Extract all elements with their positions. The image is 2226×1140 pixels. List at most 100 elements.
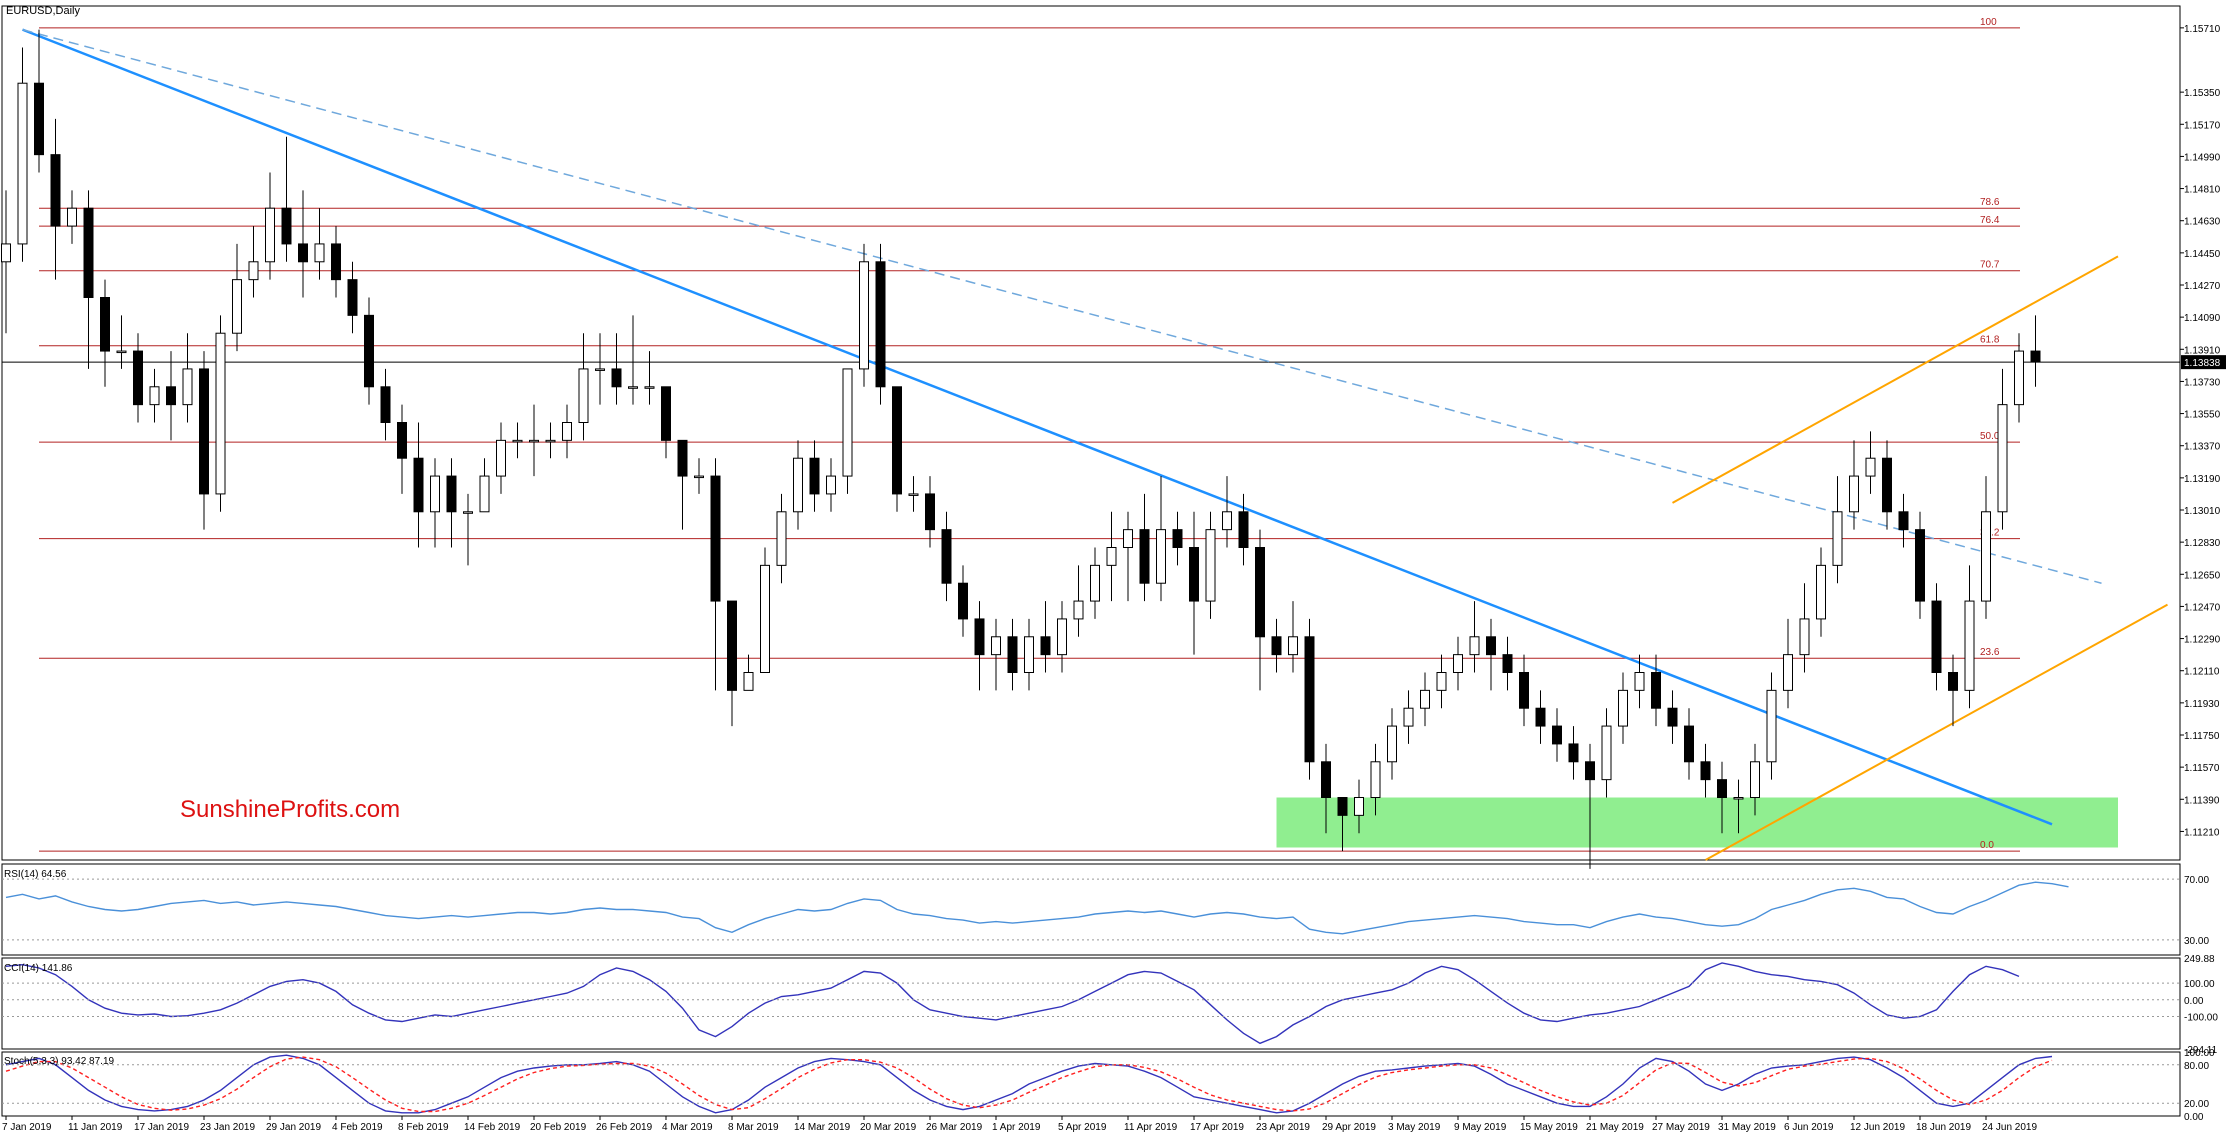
candle-bearish: [166, 386, 176, 406]
candle-bearish: [1535, 707, 1546, 727]
price-tick-label: 1.15170: [2184, 120, 2221, 131]
price-tick-label: 1.11750: [2184, 731, 2220, 742]
candle-bearish: [380, 386, 391, 423]
candle-bullish: [1370, 761, 1381, 798]
date-tick-label: 26 Feb 2019: [596, 1122, 653, 1133]
date-tick-label: 20 Feb 2019: [530, 1122, 587, 1133]
date-tick-label: 3 May 2019: [1388, 1122, 1441, 1133]
date-tick-label: 1 Apr 2019: [992, 1122, 1041, 1133]
date-tick-label: 4 Mar 2019: [662, 1122, 713, 1133]
dashed-downtrend-line: [22, 28, 2102, 584]
date-tick-label: 4 Feb 2019: [332, 1122, 383, 1133]
cci-title: CCI(14) 141.86: [4, 963, 73, 974]
candle-bearish: [1948, 672, 1958, 691]
candle-bullish: [694, 475, 704, 479]
date-tick-label: 5 Apr 2019: [1058, 1122, 1107, 1133]
date-tick-label: 24 Jun 2019: [1982, 1122, 2037, 1133]
date-tick-label: 18 Jun 2019: [1916, 1122, 1971, 1133]
candle-bullish: [1618, 689, 1628, 727]
fib-level-label: 70.7: [1980, 260, 2000, 271]
candle-bearish: [1337, 797, 1348, 816]
candle-bearish: [1882, 457, 1892, 513]
fib-level-label: 50.0: [1980, 431, 2000, 442]
candle-bearish: [1189, 547, 1199, 602]
candle-bullish: [1156, 529, 1166, 584]
candle-bullish: [1073, 600, 1084, 620]
candle-bearish: [1898, 511, 1909, 531]
candle-bearish: [397, 422, 407, 459]
candle-bearish: [727, 600, 737, 691]
candle-bearish: [199, 368, 209, 495]
candle-bearish: [298, 243, 308, 263]
candle-bearish: [958, 582, 968, 620]
rsi-title: RSI(14) 64.56: [4, 869, 67, 880]
candle-bearish: [925, 493, 935, 531]
price-tick-label: 1.13370: [2184, 442, 2221, 453]
candle-bullish: [1997, 404, 2008, 513]
stoch-title: Stoch(5,3,3) 93.42 87.19: [4, 1056, 115, 1067]
candle-bullish: [1469, 636, 1480, 656]
candle-bearish: [892, 386, 902, 495]
price-tick-label: 1.11930: [2184, 699, 2220, 710]
candle-bearish: [133, 350, 143, 406]
candle-bearish: [1519, 672, 1529, 709]
candle-bullish: [248, 261, 259, 281]
date-tick-label: 11 Apr 2019: [1124, 1122, 1178, 1133]
candle-bullish: [793, 457, 803, 513]
candle-bearish: [1931, 600, 1942, 673]
candle-bearish: [1238, 511, 1249, 548]
candle-bullish: [1733, 797, 1744, 800]
candle-bearish: [710, 475, 721, 602]
candle-bullish: [1436, 672, 1447, 691]
candle-bullish: [17, 82, 28, 245]
price-tick-label: 1.12650: [2184, 570, 2221, 581]
price-tick-label: 1.13010: [2184, 506, 2221, 517]
channel-upper-line: [1672, 255, 2119, 504]
price-tick-label: 1.13730: [2184, 377, 2221, 388]
cci-tick-label: 249.88: [2184, 954, 2215, 965]
rsi-line: [5, 881, 2069, 935]
date-tick-label: 20 Mar 2019: [860, 1122, 917, 1133]
candle-bullish: [1403, 707, 1414, 727]
candle-bearish: [331, 243, 341, 281]
price-tick-label: 1.13190: [2184, 474, 2221, 485]
candle-bullish: [430, 475, 440, 513]
stoch-tick-label: 20.00: [2184, 1099, 2209, 1110]
candle-bullish: [1057, 618, 1067, 656]
date-tick-label: 14 Mar 2019: [794, 1122, 851, 1133]
candle-bullish: [512, 439, 523, 443]
candle-bearish: [100, 297, 110, 352]
chart-title: EURUSD,Daily: [6, 5, 80, 17]
candle-bullish: [182, 368, 193, 406]
date-tick-label: 21 May 2019: [1586, 1122, 1644, 1133]
stoch-main-line: [5, 1054, 2053, 1114]
candle-bearish: [34, 82, 44, 156]
fib-level-label: 0.0: [1980, 840, 1994, 851]
price-tick-label: 1.14090: [2184, 313, 2221, 324]
candle-bearish: [1255, 547, 1265, 638]
date-tick-label: 7 Jan 2019: [2, 1122, 52, 1133]
date-tick-label: 14 Feb 2019: [464, 1122, 521, 1133]
candle-bearish: [1502, 654, 1513, 674]
candle-bearish: [661, 386, 671, 441]
candle-bearish: [1271, 636, 1282, 656]
channel-lower-line: [1705, 603, 2168, 861]
candle-bearish: [875, 261, 886, 388]
candle-bullish: [595, 368, 605, 371]
candle-bearish: [413, 457, 424, 513]
candle-bullish: [1964, 600, 1975, 691]
candle-bullish: [314, 243, 325, 263]
date-tick-label: 31 May 2019: [1718, 1122, 1776, 1133]
candle-bullish: [1601, 725, 1612, 781]
main-panel-frame: [1, 5, 2181, 861]
date-tick-label: 23 Apr 2019: [1256, 1122, 1310, 1133]
candle-bullish: [1981, 511, 1991, 602]
candle-bullish: [265, 207, 275, 263]
cci-tick-label: -100.00: [2184, 1013, 2218, 1024]
candle-bearish: [446, 475, 457, 513]
date-tick-label: 23 Jan 2019: [200, 1122, 255, 1133]
cci-panel-frame: [1, 957, 2181, 1050]
candle-bullish: [1024, 636, 1034, 673]
price-tick-label: 1.15350: [2184, 88, 2221, 99]
price-tick-label: 1.13910: [2184, 345, 2221, 356]
